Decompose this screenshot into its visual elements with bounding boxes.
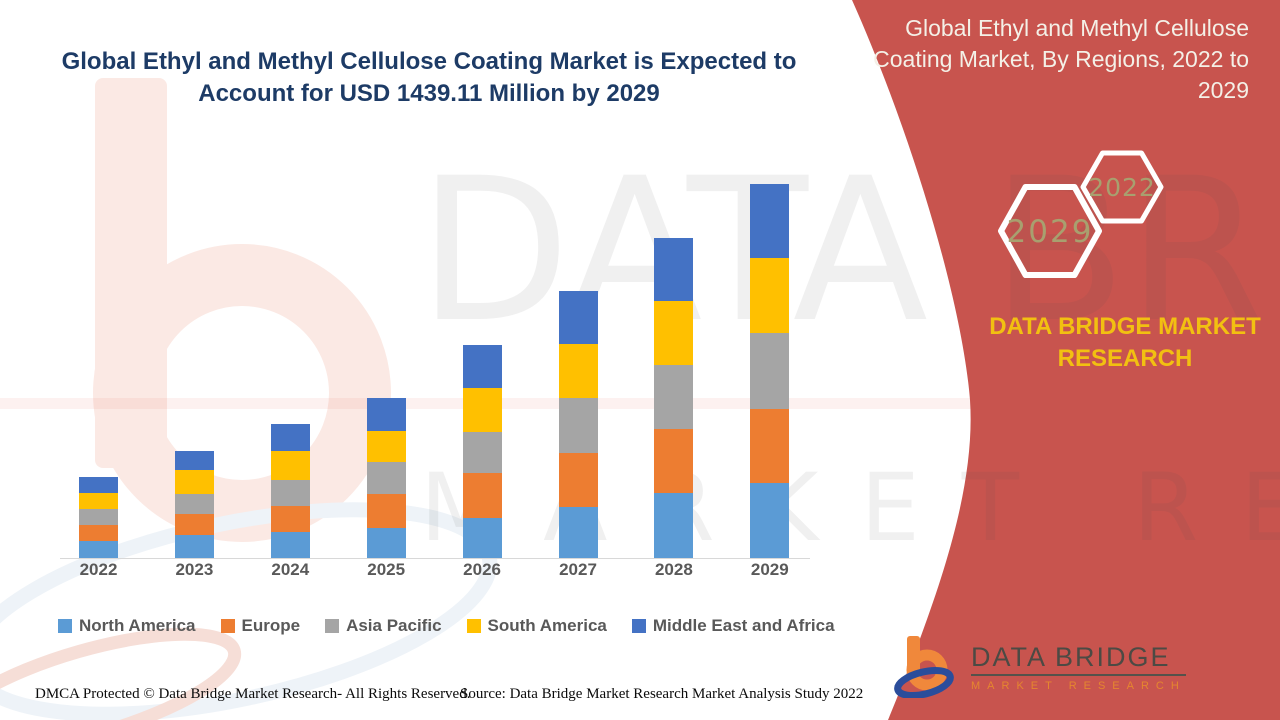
databridge-logo: DATA BRIDGE MARKET RESEARCH bbox=[893, 636, 1186, 698]
segment-2025-north-america bbox=[366, 527, 406, 558]
segment-2027-middle-east-and-africa bbox=[558, 291, 598, 344]
segment-2026-south-america bbox=[462, 387, 502, 433]
segment-2026-middle-east-and-africa bbox=[462, 345, 502, 388]
x-axis-label-2026: 2026 bbox=[463, 560, 501, 579]
segment-2026-north-america bbox=[462, 517, 502, 558]
segment-2022-south-america bbox=[79, 493, 118, 509]
x-axis-line bbox=[60, 558, 810, 559]
chart-legend: North America Europe Asia Pacific South Ame… bbox=[58, 616, 848, 636]
x-axis-label-2023: 2023 bbox=[175, 560, 214, 579]
bar-2023 bbox=[174, 450, 214, 558]
segment-2025-europe bbox=[366, 493, 406, 528]
hexagon-2029-label: 2029 bbox=[1007, 214, 1094, 250]
stacked-bar-chart: 2022 2023 2024 2025 2026 2027 2028 2029 bbox=[60, 148, 810, 580]
segment-2024-middle-east-and-africa bbox=[270, 424, 310, 452]
segment-2024-europe bbox=[270, 505, 310, 532]
legend-item-north-america: North America bbox=[58, 616, 196, 636]
legend-item-middle-east-and-africa: Middle East and Africa bbox=[631, 616, 835, 636]
legend-label: Europe bbox=[241, 616, 301, 635]
segment-2023-asia-pacific bbox=[174, 493, 214, 515]
segment-2027-north-america bbox=[558, 506, 598, 558]
x-axis-label-2029: 2029 bbox=[750, 560, 789, 579]
segment-2028-south-america bbox=[654, 300, 694, 366]
legend-label: North America bbox=[79, 616, 196, 635]
segment-2024-south-america bbox=[270, 451, 310, 480]
segment-2022-middle-east-and-africa bbox=[79, 476, 118, 494]
bar-2026 bbox=[462, 345, 502, 558]
segment-2023-europe bbox=[174, 514, 214, 535]
legend-label: Asia Pacific bbox=[346, 616, 442, 635]
segment-2028-north-america bbox=[654, 493, 694, 558]
segment-2023-middle-east-and-africa bbox=[174, 450, 214, 470]
logo-text-block: DATA BRIDGE MARKET RESEARCH bbox=[971, 642, 1186, 692]
red-side-panel bbox=[852, 0, 1280, 720]
segment-2027-south-america bbox=[558, 343, 598, 398]
segment-2026-asia-pacific bbox=[462, 432, 502, 474]
segment-2029-asia-pacific bbox=[750, 333, 790, 409]
brand-wordmark: DATA BRIDGE MARKET RESEARCH bbox=[989, 313, 1261, 372]
legend-label: Middle East and Africa bbox=[652, 616, 835, 635]
hexagon-2022 bbox=[1080, 150, 1164, 224]
legend-swatch-icon bbox=[58, 619, 72, 633]
segment-2025-south-america bbox=[366, 431, 406, 463]
segment-2029-north-america bbox=[750, 482, 790, 558]
bar-2022 bbox=[79, 476, 118, 558]
x-axis-label-2022: 2022 bbox=[79, 560, 118, 579]
segment-2029-middle-east-and-africa bbox=[750, 183, 790, 258]
segment-2027-asia-pacific bbox=[558, 397, 598, 453]
pink-accent-band bbox=[0, 398, 1280, 409]
x-axis-label-2025: 2025 bbox=[367, 560, 406, 579]
x-axis-label-2027: 2027 bbox=[559, 560, 597, 579]
bar-2028 bbox=[654, 238, 694, 558]
bar-2027 bbox=[558, 291, 598, 558]
segment-2027-europe bbox=[558, 452, 598, 507]
legend-item-south-america: South America bbox=[466, 616, 607, 636]
segment-2028-asia-pacific bbox=[654, 365, 694, 429]
databridge-logo-icon bbox=[894, 636, 954, 698]
segment-2029-south-america bbox=[750, 257, 790, 334]
segment-2022-north-america bbox=[79, 541, 118, 558]
legend-swatch-icon bbox=[466, 619, 481, 633]
segment-2028-middle-east-and-africa bbox=[654, 238, 694, 301]
logo-tagline: MARKET RESEARCH bbox=[971, 680, 1186, 692]
segment-2023-south-america bbox=[174, 469, 214, 494]
legend-item-asia-pacific: Asia Pacific bbox=[325, 616, 442, 636]
side-panel-title: Global Ethyl and Methyl Cellulose Coatin… bbox=[873, 15, 1249, 103]
segment-2029-europe bbox=[750, 408, 790, 483]
year-hexagons: 2022 2029 bbox=[998, 150, 1164, 278]
segment-2023-north-america bbox=[174, 534, 214, 558]
bar-2025 bbox=[366, 397, 406, 558]
segment-2024-north-america bbox=[270, 532, 310, 558]
hexagon-2022-label: 2022 bbox=[1088, 173, 1156, 202]
legend-label: South America bbox=[487, 616, 607, 635]
segment-2022-asia-pacific bbox=[79, 508, 118, 525]
x-axis-label-2024: 2024 bbox=[271, 560, 310, 579]
segment-2022-europe bbox=[79, 524, 118, 542]
legend-swatch-icon bbox=[220, 619, 235, 633]
segment-2026-europe bbox=[462, 473, 502, 518]
x-axis-label-2028: 2028 bbox=[654, 560, 693, 579]
legend-item-europe: Europe bbox=[220, 616, 301, 636]
bar-2029 bbox=[750, 183, 790, 558]
segment-2024-asia-pacific bbox=[270, 479, 310, 506]
logo-name: DATA BRIDGE bbox=[971, 642, 1186, 676]
segment-2025-asia-pacific bbox=[366, 462, 406, 494]
segment-2025-middle-east-and-africa bbox=[366, 397, 406, 432]
dmca-notice: DMCA Protected © Data Bridge Market Rese… bbox=[35, 686, 471, 702]
bar-2024 bbox=[270, 424, 310, 558]
source-note: Source: Data Bridge Market Research Mark… bbox=[460, 686, 864, 702]
legend-swatch-icon bbox=[325, 619, 340, 633]
segment-2028-europe bbox=[654, 428, 694, 493]
hexagon-2029 bbox=[998, 184, 1102, 278]
legend-swatch-icon bbox=[631, 619, 646, 633]
chart-title: Global Ethyl and Methyl Cellulose Coatin… bbox=[61, 48, 797, 107]
